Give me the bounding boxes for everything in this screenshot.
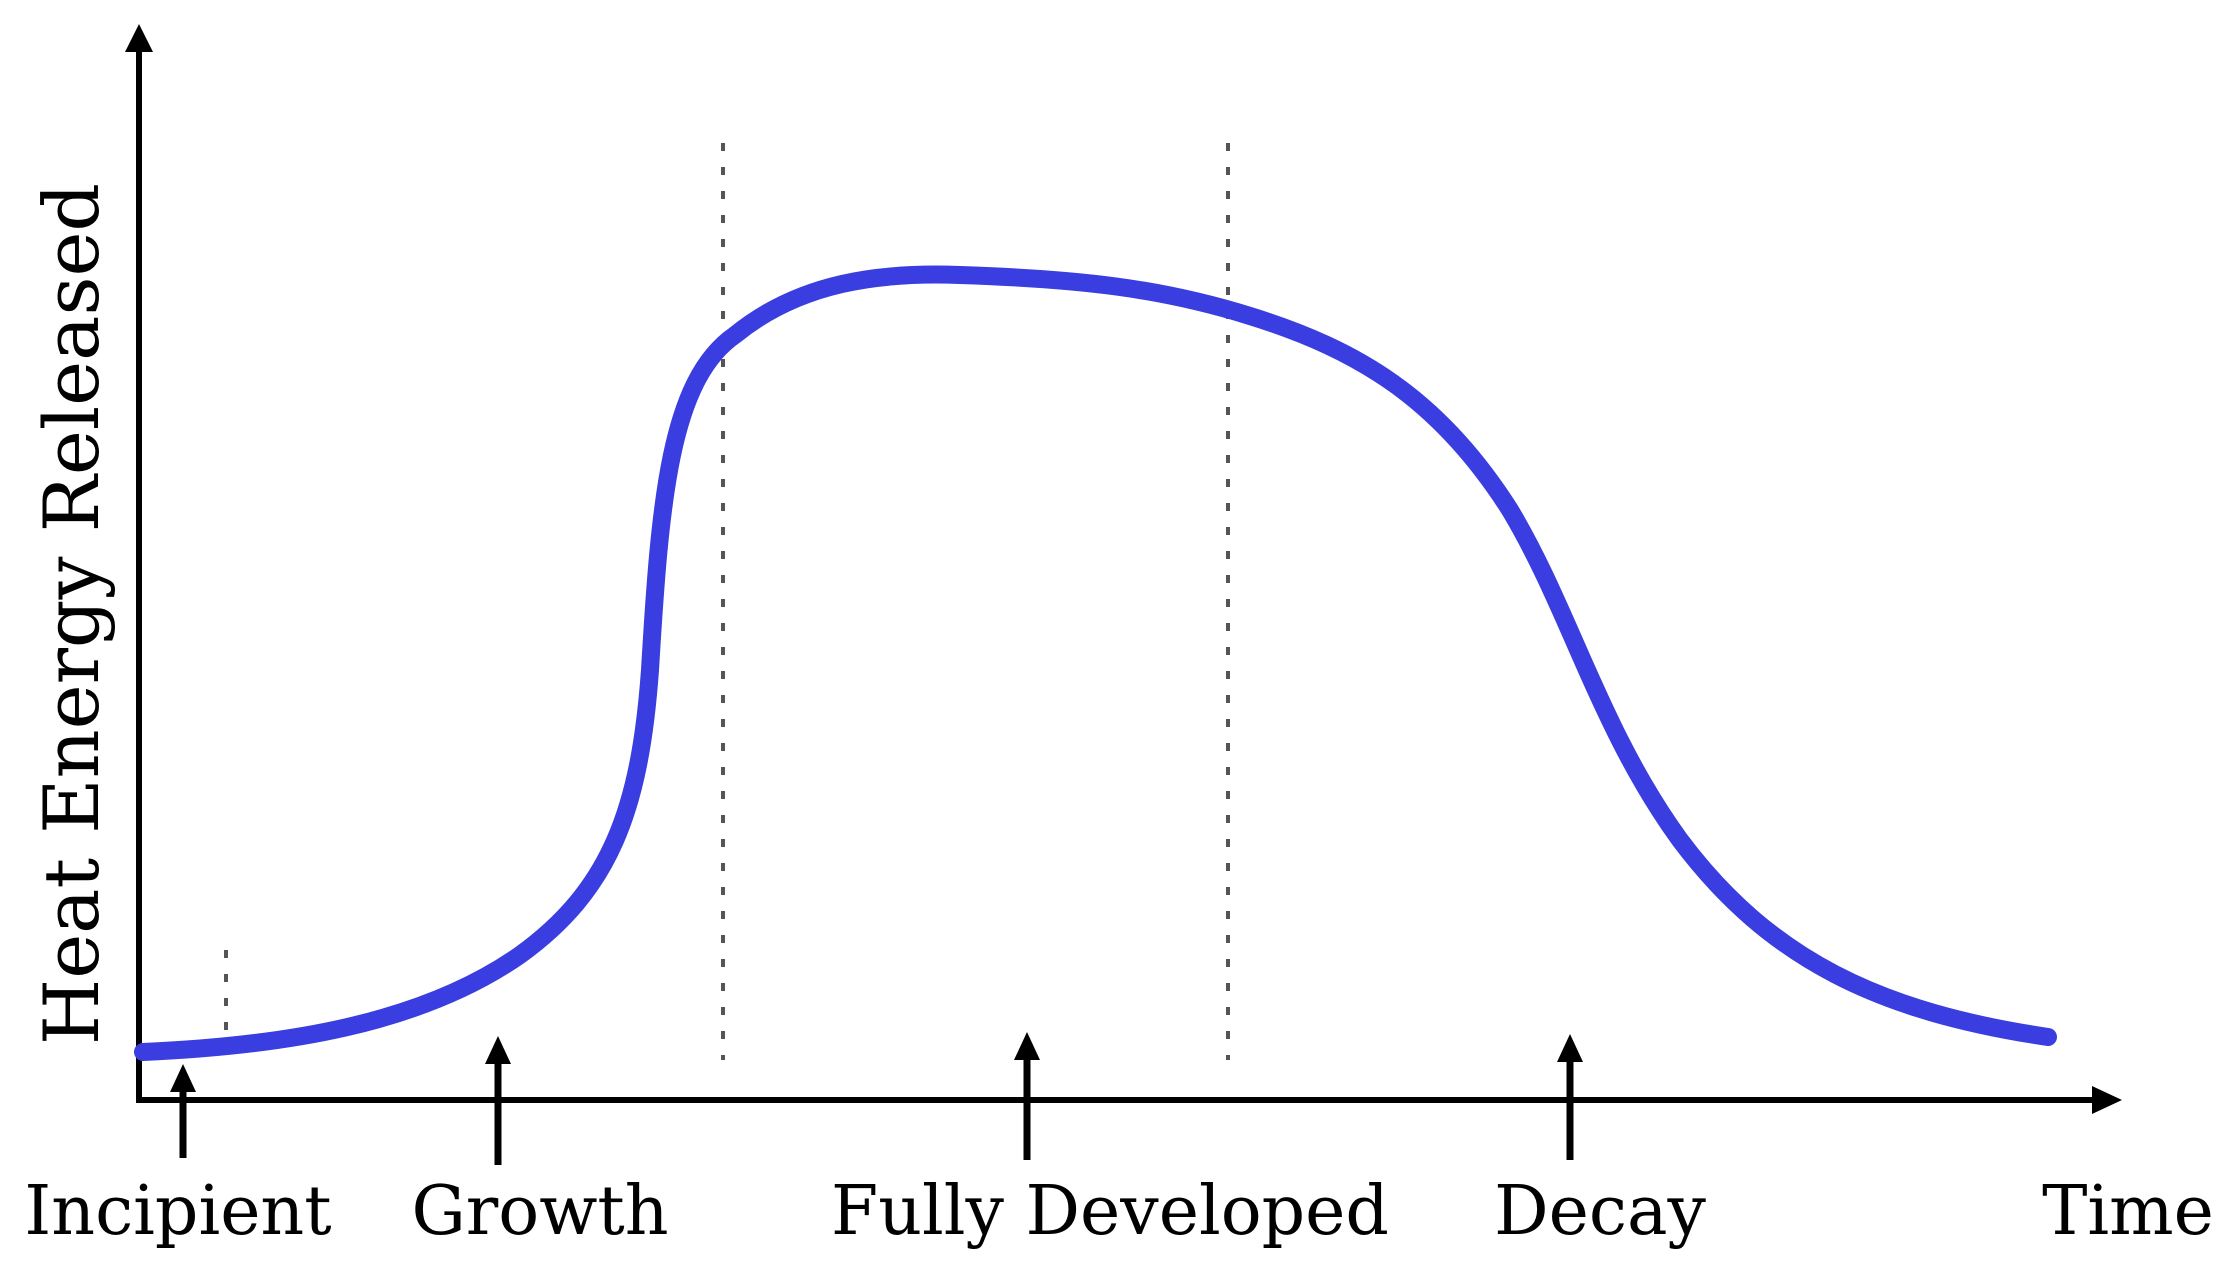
pointer-decay [1557,1034,1583,1160]
x-axis-arrowhead [2092,1086,2122,1114]
pointer-incipient [170,1064,196,1158]
y-axis-label: Heat Energy Released [27,183,116,1045]
x-axis-label: Time [2042,1172,2214,1251]
y-axis-arrowhead [125,24,153,52]
pointer-fully-developed [1014,1032,1040,1160]
phase-label-decay: Decay [1494,1172,1706,1251]
phase-label-fully-developed: Fully Developed [831,1172,1389,1251]
phase-label-growth: Growth [411,1172,668,1251]
heat-release-curve [134,265,2057,1061]
pointer-growth [485,1036,511,1165]
phase-label-incipient: Incipient [24,1172,331,1251]
